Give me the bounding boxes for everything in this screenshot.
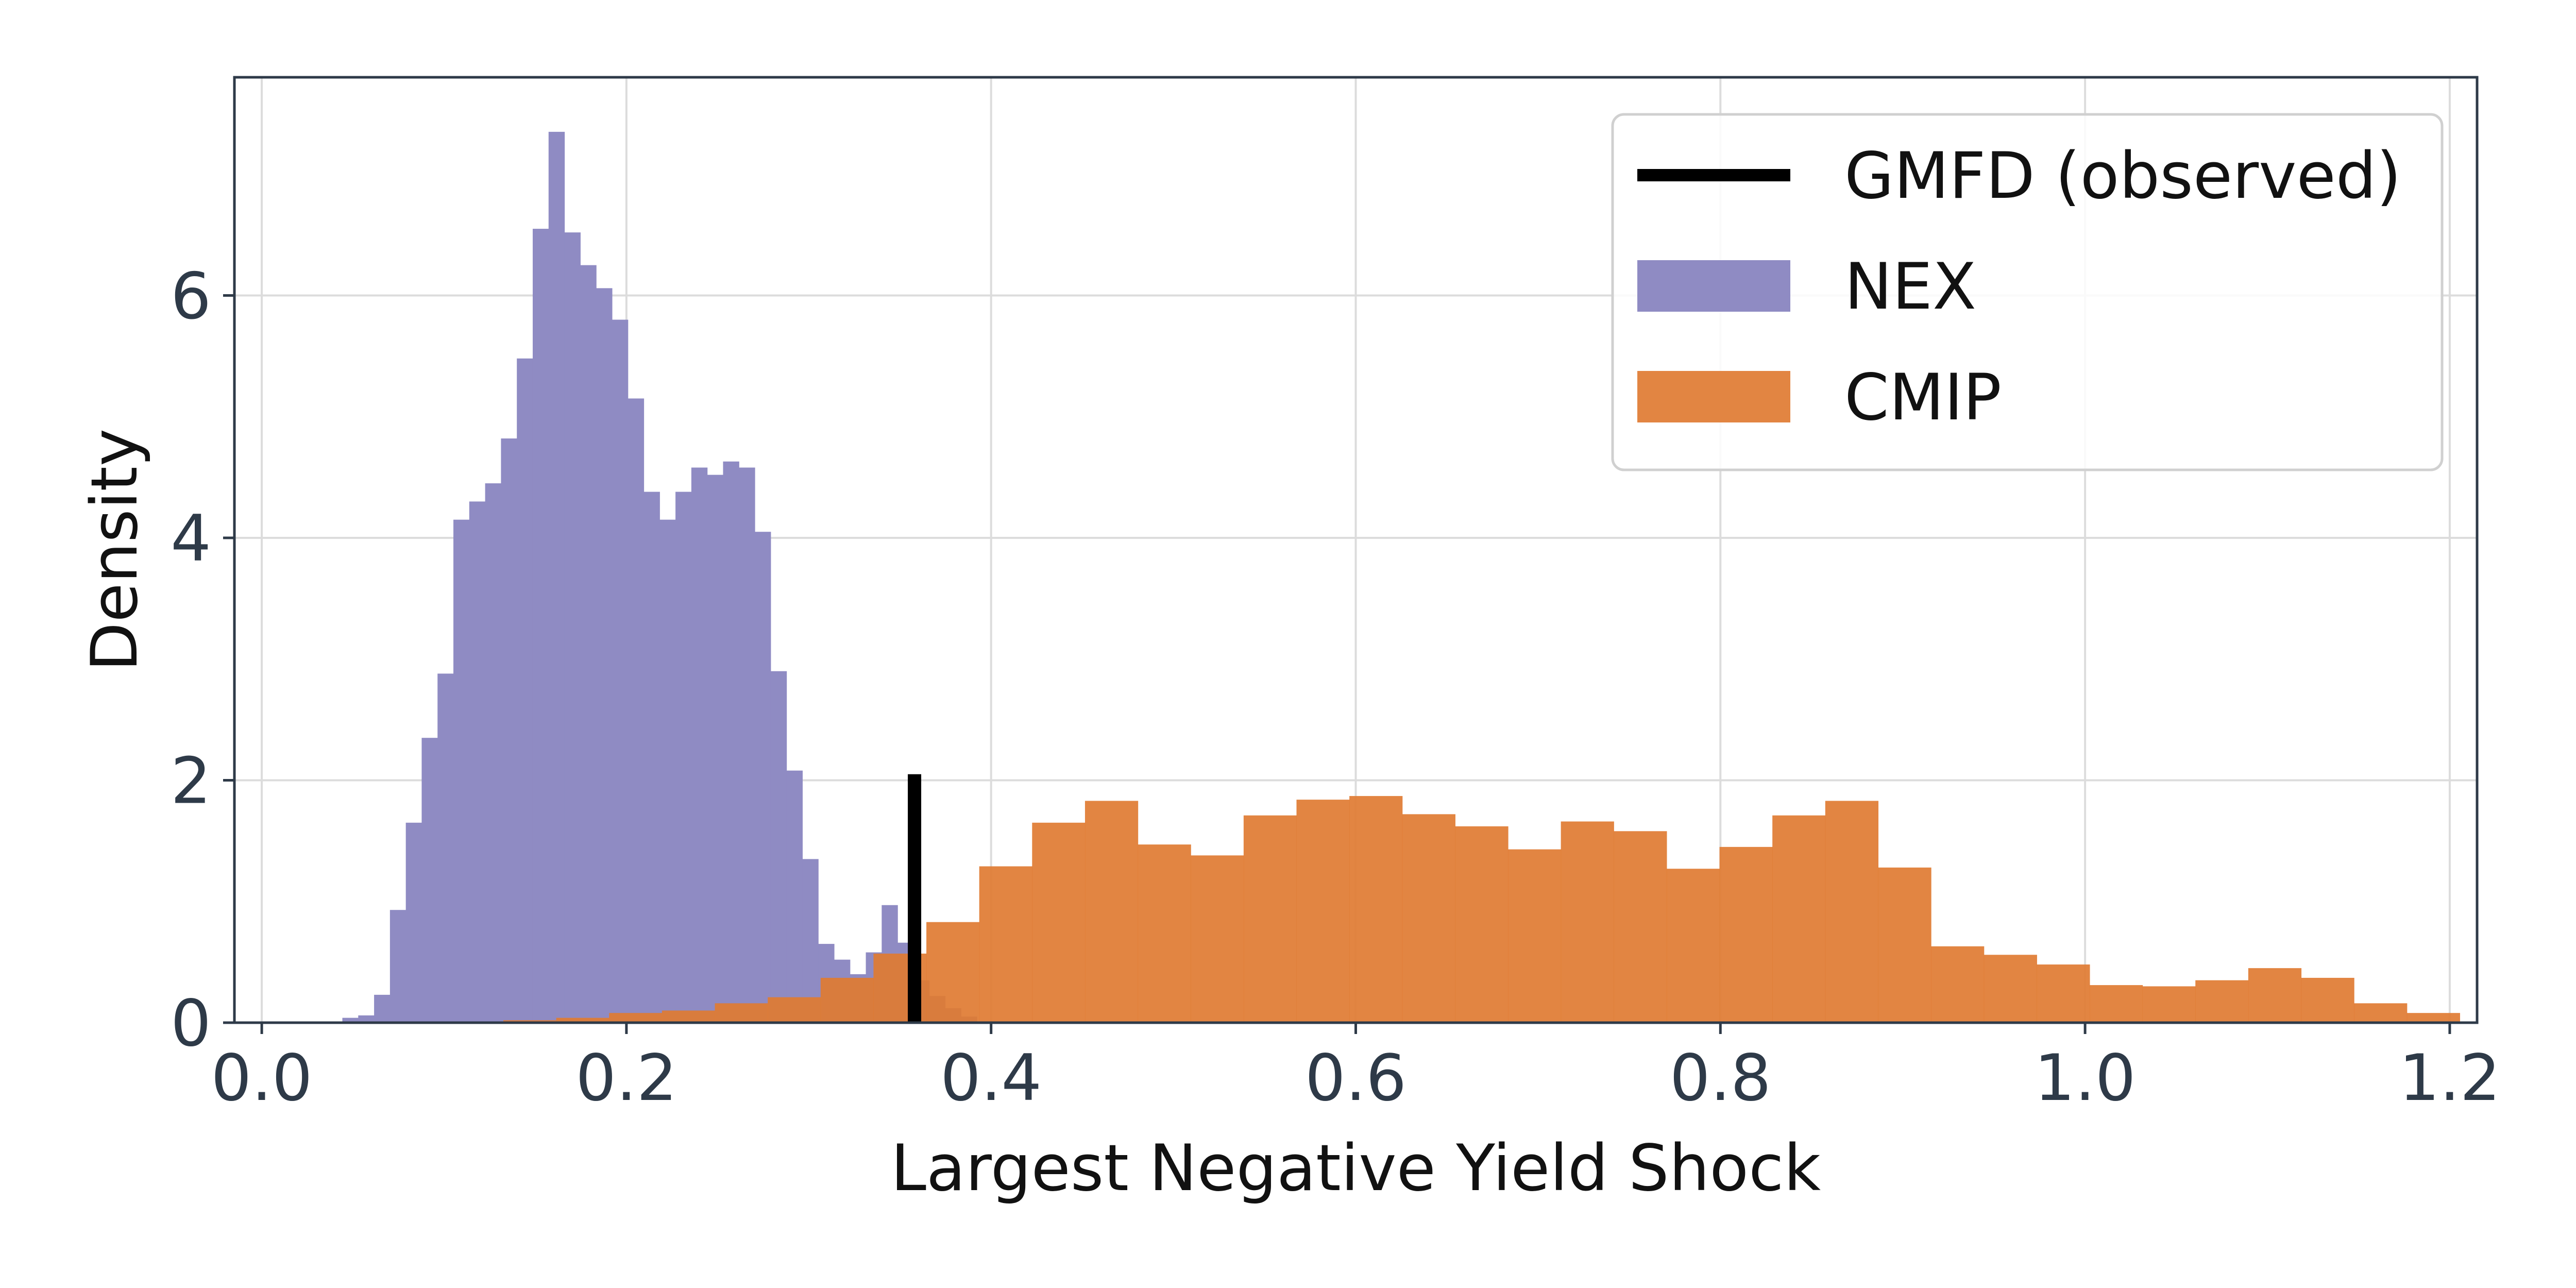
- nex-bar: [739, 467, 755, 1023]
- cmip-bar: [1349, 796, 1403, 1023]
- nex-bar: [405, 822, 422, 1023]
- x-tick-label: 0.6: [1305, 1041, 1406, 1115]
- legend-swatch-nex: [1637, 260, 1790, 312]
- nex-bar: [802, 859, 819, 1023]
- nex-bar: [437, 673, 454, 1023]
- nex-bar: [421, 738, 438, 1023]
- cmip-bar: [1243, 815, 1297, 1023]
- nex-bar: [786, 770, 803, 1023]
- nex-bar: [723, 461, 739, 1023]
- y-tick-label: 0: [171, 987, 211, 1061]
- cmip-bar: [768, 997, 821, 1023]
- series-nex: [326, 131, 977, 1023]
- nex-bar: [564, 232, 581, 1023]
- cmip-bar: [820, 977, 874, 1023]
- nex-bar: [532, 229, 549, 1023]
- legend: GMFD (observed) NEX CMIP: [1611, 113, 2444, 471]
- cmip-bar: [979, 866, 1032, 1023]
- nex-bar: [596, 288, 613, 1023]
- nex-bar: [548, 131, 565, 1023]
- nex-bar: [643, 492, 660, 1023]
- nex-bar: [675, 492, 692, 1023]
- nex-bar: [517, 358, 533, 1023]
- nex-bar: [469, 501, 486, 1023]
- cmip-bar: [1719, 846, 1773, 1023]
- legend-label-gmfd-observed: GMFD (observed): [1844, 139, 2401, 213]
- cmip-bar: [1455, 826, 1509, 1023]
- x-tick-label: 0.0: [211, 1041, 312, 1115]
- axis-ticks: 0.0 0.2 0.4 0.6 0.8 1.0 1.2 0 2 4 6: [171, 259, 2500, 1115]
- cmip-bar: [1191, 855, 1244, 1023]
- cmip-bar: [1084, 801, 1139, 1023]
- legend-box: [1611, 113, 2444, 471]
- cmip-bar: [2195, 980, 2249, 1023]
- series-cmip: [503, 796, 2460, 1023]
- cmip-bar: [1032, 822, 1086, 1023]
- cmip-bar: [2354, 1003, 2408, 1023]
- cmip-bar: [2089, 985, 2143, 1023]
- nex-bar: [485, 483, 502, 1023]
- cmip-bar: [662, 1010, 716, 1023]
- nex-bar: [580, 265, 597, 1023]
- nex-bar: [612, 319, 629, 1023]
- legend-label-nex: NEX: [1844, 250, 1976, 324]
- cmip-bar: [1825, 801, 1879, 1023]
- legend-label-cmip: CMIP: [1844, 361, 2002, 435]
- y-tick-label: 6: [171, 259, 211, 333]
- cmip-bar: [1614, 831, 1667, 1023]
- cmip-bar: [1138, 844, 1191, 1023]
- cmip-bar: [609, 1013, 663, 1023]
- x-tick-label: 0.2: [575, 1041, 677, 1115]
- cmip-bar: [1931, 946, 1985, 1023]
- cmip-bar: [2037, 964, 2090, 1023]
- nex-bar: [358, 1015, 375, 1023]
- y-axis-label: Density: [78, 429, 152, 671]
- legend-swatch-cmip: [1637, 371, 1790, 422]
- cmip-bar: [2248, 968, 2302, 1023]
- cmip-bar: [1561, 821, 1614, 1023]
- cmip-bar: [1772, 815, 1826, 1023]
- histogram-bars: [326, 131, 2460, 1023]
- cmip-bar: [926, 922, 980, 1023]
- nex-bar: [659, 519, 676, 1023]
- cmip-bar: [1666, 869, 1720, 1023]
- nex-bar: [389, 910, 406, 1023]
- nex-bar: [707, 474, 724, 1023]
- nex-bar: [628, 398, 645, 1023]
- x-tick-label: 1.2: [2399, 1041, 2500, 1115]
- nex-bar: [770, 671, 787, 1023]
- nex-bar: [755, 532, 771, 1023]
- x-tick-label: 1.0: [2035, 1041, 2136, 1115]
- cmip-bar: [2142, 986, 2196, 1023]
- cmip-bar: [715, 1003, 768, 1023]
- y-tick-label: 4: [171, 502, 211, 576]
- y-tick-label: 2: [171, 744, 211, 818]
- cmip-bar: [2301, 977, 2354, 1023]
- nex-bar: [374, 994, 391, 1023]
- cmip-bar: [1402, 814, 1455, 1023]
- cmip-bar: [556, 1018, 609, 1023]
- nex-bar: [691, 467, 708, 1023]
- nex-bar: [453, 519, 470, 1023]
- x-tick-label: 0.4: [940, 1041, 1042, 1115]
- cmip-bar: [1878, 867, 1931, 1023]
- nex-bar: [501, 438, 517, 1023]
- x-axis-label: Largest Negative Yield Shock: [891, 1131, 1821, 1206]
- x-tick-label: 0.8: [1670, 1041, 1771, 1115]
- cmip-bar: [1296, 800, 1350, 1023]
- cmip-bar: [1984, 955, 2037, 1023]
- cmip-bar: [1508, 849, 1562, 1023]
- nex-bar: [342, 1018, 359, 1023]
- cmip-bar: [2406, 1013, 2460, 1023]
